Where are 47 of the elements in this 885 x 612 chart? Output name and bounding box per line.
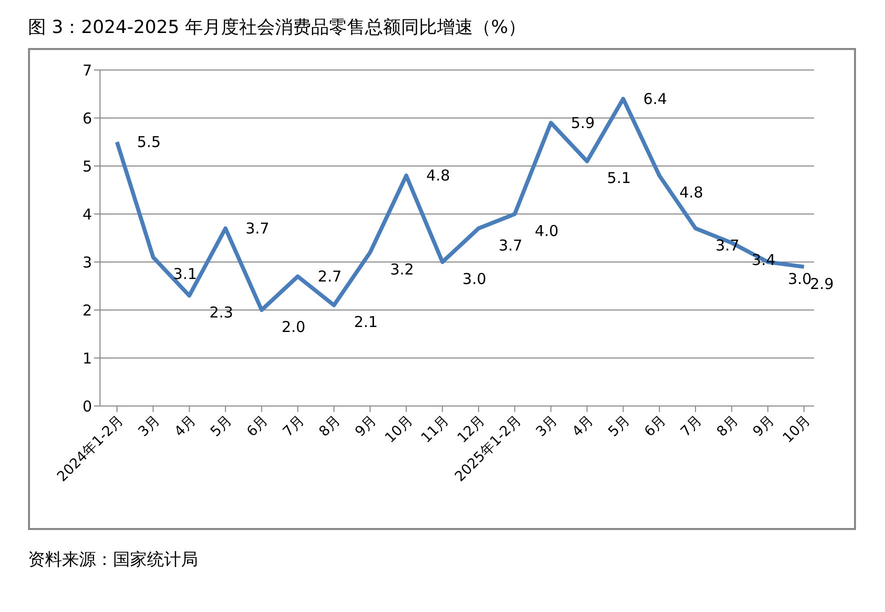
data-label: 3.7 bbox=[245, 219, 270, 238]
data-label: 3.1 bbox=[173, 265, 198, 284]
x-tick-label: 4月 bbox=[172, 412, 200, 440]
y-tick-label: 7 bbox=[82, 61, 92, 80]
data-label: 3.0 bbox=[462, 270, 486, 288]
data-label: 2.9 bbox=[810, 274, 834, 293]
x-tick-label: 3月 bbox=[533, 412, 561, 440]
data-label: 5.5 bbox=[137, 133, 161, 151]
data-label: 3.7 bbox=[498, 236, 522, 254]
data-label: 2.0 bbox=[282, 318, 306, 336]
data-label: 2.1 bbox=[354, 313, 378, 332]
y-tick-label: 3 bbox=[82, 253, 92, 272]
y-tick-label: 6 bbox=[82, 109, 92, 128]
data-label: 3.4 bbox=[752, 250, 776, 269]
x-tick-label: 10月 bbox=[780, 412, 814, 446]
x-tick-label: 6月 bbox=[642, 412, 670, 440]
y-tick-label: 1 bbox=[82, 349, 92, 368]
x-tick-label: 9月 bbox=[750, 412, 778, 440]
data-label: 5.9 bbox=[570, 114, 595, 132]
data-label: 3.7 bbox=[716, 236, 740, 254]
text: 资料来源：国家统计局 bbox=[27, 549, 199, 571]
chart-title: 图 3：2024-2025 年月度社会消费品零售总额同比增速（%） bbox=[27, 16, 528, 40]
data-label: 4.8 bbox=[426, 166, 450, 185]
x-tick-label: 5月 bbox=[208, 412, 236, 440]
x-tick-label: 8月 bbox=[714, 412, 742, 440]
x-tick-label: 7月 bbox=[678, 412, 706, 440]
x-tick-label: 3月 bbox=[135, 412, 164, 440]
data-label: 3.2 bbox=[390, 260, 414, 278]
x-tick-label: 11月 bbox=[418, 412, 452, 446]
y-tick-label: 5 bbox=[82, 157, 92, 176]
x-tick-label: 5月 bbox=[606, 412, 634, 440]
data-label: 3.0 bbox=[788, 270, 812, 288]
y-tick-label: 2 bbox=[82, 301, 92, 320]
y-tick-label: 4 bbox=[82, 205, 92, 224]
x-tick-label: 8月 bbox=[316, 412, 344, 440]
data-label: 4.0 bbox=[534, 222, 559, 240]
x-tick-label: 9月 bbox=[352, 412, 380, 440]
y-tick-label: 0 bbox=[82, 397, 92, 416]
x-tick-label: 7月 bbox=[280, 412, 308, 440]
data-label: 5.1 bbox=[607, 169, 631, 188]
data-label: 4.8 bbox=[679, 184, 704, 202]
data-label: 2.3 bbox=[209, 304, 234, 322]
data-label: 6.4 bbox=[643, 90, 668, 108]
data-label: 2.7 bbox=[318, 267, 342, 286]
x-tick-label: 4月 bbox=[569, 412, 597, 440]
x-tick-label: 10月 bbox=[382, 412, 416, 446]
x-tick-label: 6月 bbox=[244, 412, 272, 440]
